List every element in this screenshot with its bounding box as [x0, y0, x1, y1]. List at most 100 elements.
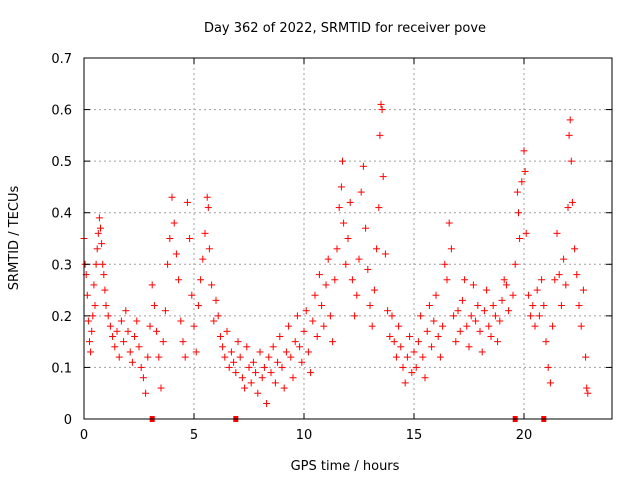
data-point — [353, 291, 361, 299]
data-point — [564, 204, 572, 212]
data-point — [326, 312, 334, 320]
data-point — [92, 260, 100, 268]
data-point — [516, 235, 524, 242]
data-point — [216, 332, 224, 340]
y-tick-label: 0.7 — [51, 52, 72, 67]
data-point — [241, 384, 249, 392]
data-point — [549, 322, 557, 330]
data-point — [583, 384, 591, 392]
data-point — [192, 348, 200, 356]
data-point — [366, 302, 374, 310]
plot-frame — [83, 57, 613, 420]
data-point — [370, 286, 378, 294]
data-point — [533, 286, 541, 294]
data-point — [384, 307, 392, 315]
y-tick-label: 0 — [64, 413, 72, 428]
data-point — [557, 302, 565, 310]
data-point — [430, 317, 438, 325]
data-point — [450, 312, 458, 320]
data-point — [289, 374, 297, 382]
data-point — [408, 369, 416, 377]
axis-ticks: 0 0.1 0.2 0.3 0.4 0.5 0.6 0.7 0 5 10 15 20 — [51, 52, 612, 443]
data-point — [83, 291, 91, 299]
data-point — [566, 116, 574, 124]
data-point — [399, 363, 407, 371]
data-point — [515, 209, 522, 217]
data-point — [87, 348, 95, 356]
data-point — [573, 271, 581, 279]
data-point — [313, 332, 321, 340]
data-point — [208, 281, 216, 289]
data-point — [388, 312, 396, 320]
data-point — [243, 343, 251, 351]
data-point — [531, 322, 539, 330]
data-point — [584, 389, 592, 397]
data-point — [287, 353, 295, 361]
data-point — [375, 204, 383, 212]
data-point — [439, 322, 447, 330]
data-point — [204, 204, 212, 212]
data-point — [355, 255, 363, 263]
data-point — [278, 363, 286, 371]
data-point — [476, 327, 484, 335]
data-point — [521, 167, 529, 175]
data-point — [417, 312, 425, 320]
data-point — [97, 224, 104, 232]
data-point — [84, 317, 92, 325]
data-point — [395, 322, 403, 330]
data-point — [390, 338, 398, 346]
data-point — [256, 348, 264, 356]
data-point — [414, 338, 422, 346]
data-point — [494, 338, 502, 346]
data-point — [104, 312, 112, 320]
data-point — [95, 214, 103, 222]
data-point — [527, 312, 535, 320]
data-point — [247, 379, 255, 387]
data-point — [421, 374, 429, 382]
data-point — [293, 312, 301, 320]
data-point — [249, 358, 257, 366]
data-point — [263, 400, 271, 408]
data-point — [194, 302, 202, 310]
data-point — [179, 338, 187, 346]
data-point — [122, 307, 130, 315]
data-point — [86, 338, 93, 346]
data-point — [100, 271, 108, 279]
data-point — [304, 348, 312, 356]
data-point — [340, 219, 348, 227]
data-point — [403, 353, 411, 361]
data-point — [544, 363, 552, 371]
data-point — [567, 157, 575, 165]
data-point — [276, 332, 284, 340]
data-point — [201, 229, 209, 237]
data-point — [88, 327, 96, 335]
y-tick-label: 0.4 — [51, 207, 72, 222]
data-point — [337, 183, 345, 191]
data-point — [575, 302, 583, 310]
data-point — [540, 302, 548, 310]
data-point — [329, 338, 337, 346]
grid-lines — [84, 58, 612, 419]
data-point — [518, 178, 526, 186]
data-point — [150, 302, 158, 310]
data-point — [452, 338, 460, 346]
data-point — [500, 276, 508, 284]
data-point — [483, 286, 491, 294]
data-point — [379, 173, 387, 181]
data-point — [170, 219, 178, 227]
data-point — [296, 343, 304, 351]
data-point — [252, 369, 260, 377]
data-point — [89, 312, 97, 320]
data-point — [164, 260, 172, 268]
data-point — [522, 229, 530, 237]
x-tick-label: 20 — [516, 428, 533, 443]
x-tick-label: 15 — [406, 428, 423, 443]
data-point — [91, 302, 99, 310]
data-point — [199, 255, 207, 263]
data-point — [155, 353, 163, 361]
data-point — [137, 363, 145, 371]
data-point — [381, 250, 389, 258]
data-point — [210, 317, 218, 325]
data-point — [120, 338, 128, 346]
data-point — [186, 235, 194, 242]
